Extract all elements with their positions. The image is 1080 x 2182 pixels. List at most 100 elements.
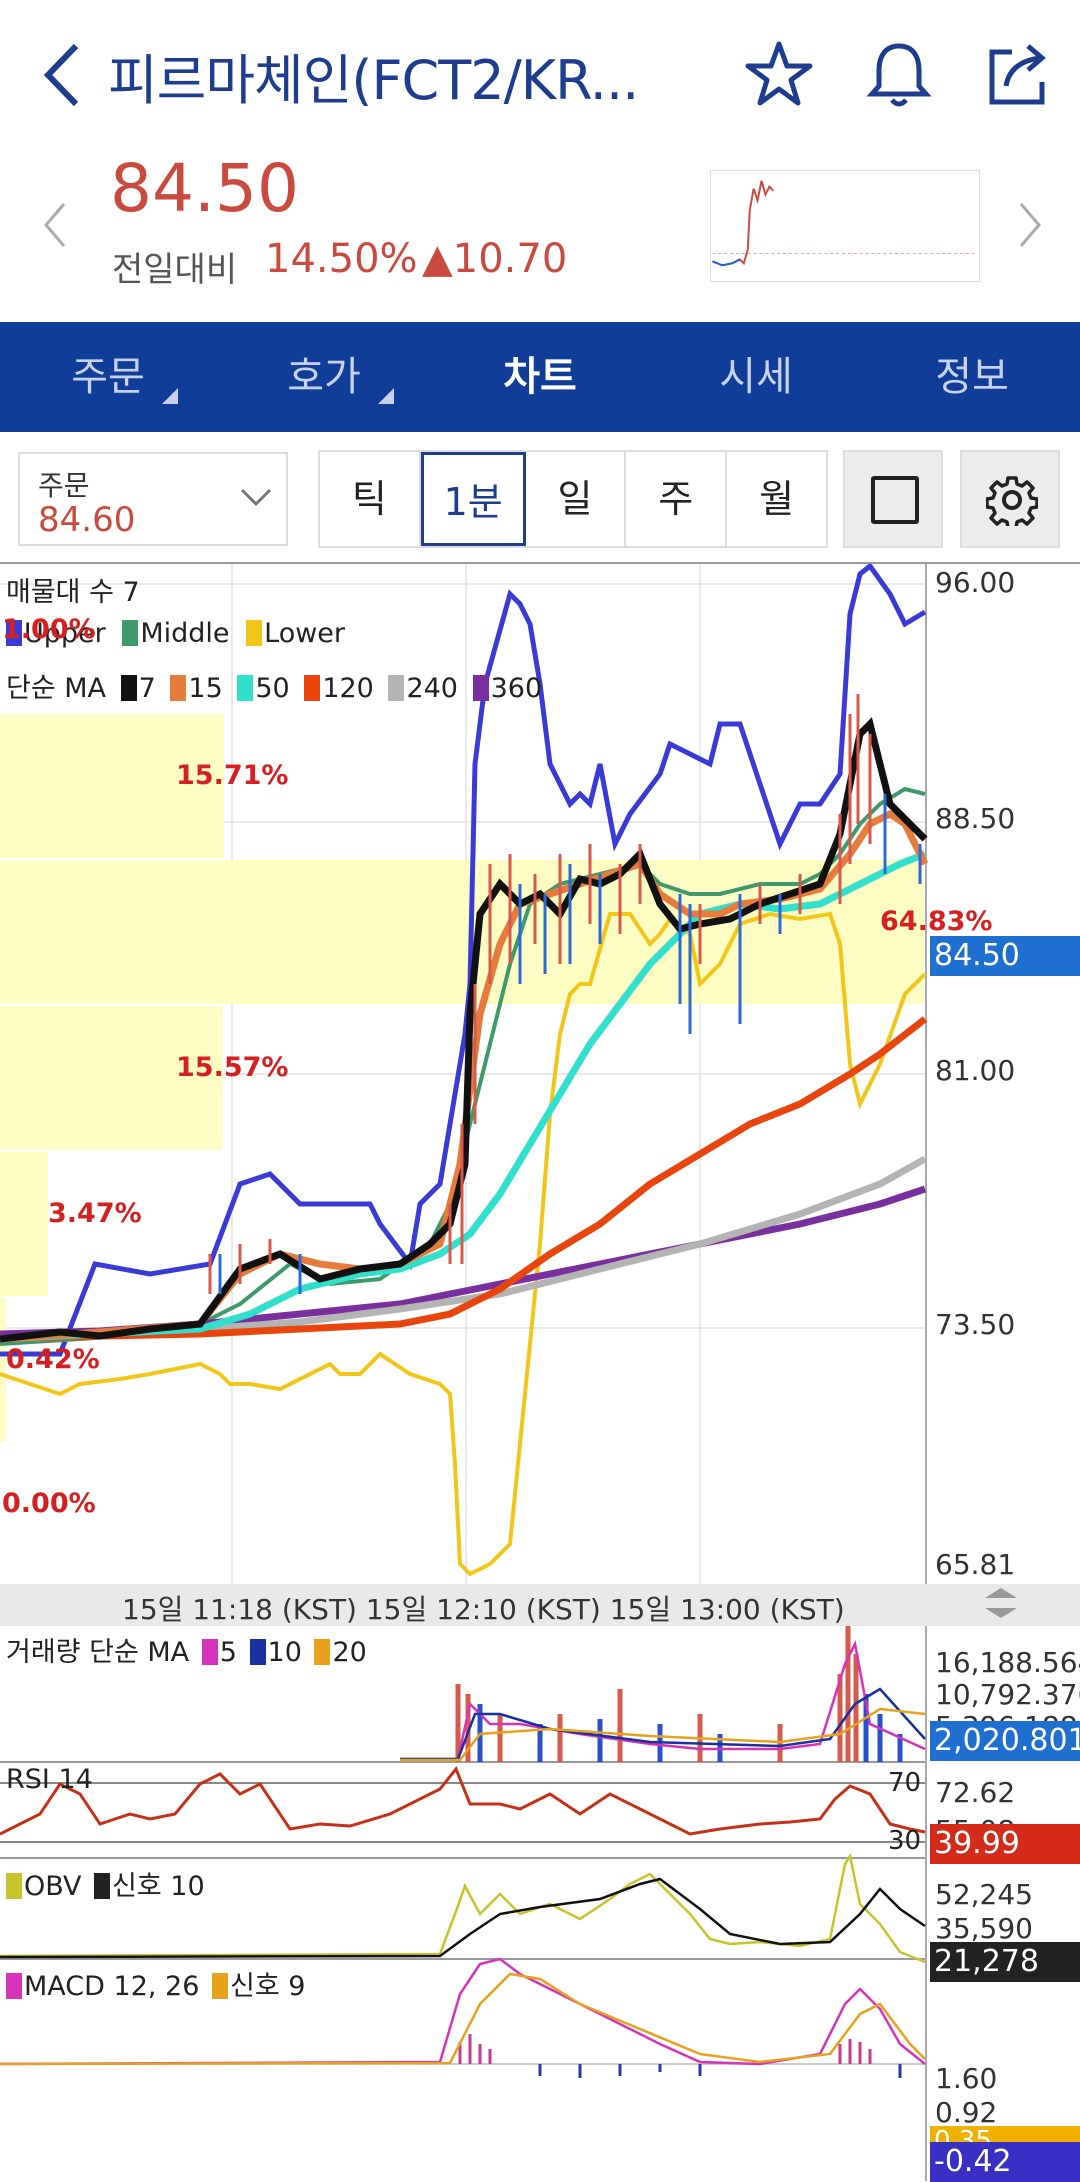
order-select-label: 주문 bbox=[38, 469, 90, 502]
vol-ma20-swatch bbox=[314, 1639, 331, 1665]
middle-swatch bbox=[122, 620, 139, 646]
volume-profile-legend: 매물대 수 7 bbox=[6, 577, 140, 608]
tab-quotes[interactable]: 시세 bbox=[719, 354, 793, 400]
vol-ma10-label: 10 bbox=[267, 1637, 302, 1668]
bb-upper-line bbox=[0, 564, 927, 1357]
y-tick: 52,245 bbox=[935, 1878, 1033, 1911]
period-day[interactable]: 일 bbox=[526, 452, 627, 546]
chart-canvas[interactable] bbox=[0, 564, 1080, 2181]
chevron-left-icon[interactable] bbox=[28, 38, 102, 112]
vol-ma10-swatch bbox=[249, 1639, 266, 1665]
next-item-icon[interactable] bbox=[1015, 200, 1045, 250]
y-tick: 65.81 bbox=[935, 1548, 1016, 1581]
change-amount: ▲10.70 bbox=[422, 236, 568, 282]
rsi-level-low: 30 bbox=[888, 1826, 922, 1856]
ma-legend-title: 단순 MA bbox=[6, 673, 107, 704]
y-tick: 72.62 bbox=[935, 1776, 1016, 1809]
page-title: 피르마체인(FCT2/KR... bbox=[108, 49, 639, 112]
y-tick: 1.60 bbox=[935, 2062, 998, 2095]
profile-pct: 15.71% bbox=[176, 760, 289, 791]
tab-chart[interactable]: 차트 bbox=[503, 354, 577, 400]
volume-bars bbox=[455, 1626, 859, 1762]
y-tick: 35,590 bbox=[935, 1912, 1033, 1945]
ma7-label: 7 bbox=[138, 673, 156, 704]
volume-profile bbox=[0, 714, 924, 1442]
current-price-tag: 84.50 bbox=[930, 936, 1080, 976]
macd-legend: MACD 12, 26 신호 9 bbox=[6, 1964, 305, 2003]
ma120-label: 120 bbox=[322, 673, 374, 704]
profile-pct: 64.83% bbox=[880, 906, 993, 937]
obv-swatch bbox=[6, 1873, 22, 1899]
share-icon[interactable] bbox=[982, 38, 1056, 112]
ma-legend: 단순 MA 7 15 50 120 240 360 bbox=[6, 666, 542, 705]
bb-lower-line bbox=[0, 911, 927, 1577]
y-tick: 0.92 bbox=[935, 2096, 998, 2129]
y-tick: 81.00 bbox=[935, 1054, 1016, 1087]
obv-legend: OBV 신호 10 bbox=[6, 1864, 205, 1903]
tab-orderbook[interactable]: 호가 bbox=[216, 322, 432, 432]
change-label: 전일대비 bbox=[112, 250, 238, 290]
rsi-level-high: 70 bbox=[888, 1768, 922, 1798]
header-bar: 피르마체인(FCT2/KR... bbox=[0, 0, 1080, 150]
y-tick: 96.00 bbox=[935, 566, 1016, 599]
y-tick: 16,188.564 bbox=[935, 1646, 1080, 1679]
ma15-swatch bbox=[170, 675, 187, 701]
ma360-swatch bbox=[472, 675, 489, 701]
tab-info[interactable]: 정보 bbox=[935, 354, 1009, 400]
period-selector: 틱 1분 일 주 월 bbox=[318, 450, 828, 548]
period-tick[interactable]: 틱 bbox=[320, 452, 421, 546]
profile-pct: 0.42% bbox=[6, 1344, 100, 1375]
current-price: 84.50 bbox=[110, 150, 299, 227]
settings-button[interactable] bbox=[960, 450, 1060, 548]
macd-signal-swatch bbox=[212, 1973, 228, 1999]
chart-toolbar: 주문 84.60 틱 1분 일 주 월 bbox=[0, 432, 1080, 562]
bell-icon[interactable] bbox=[862, 38, 936, 112]
macd-signal-label: 신호 9 bbox=[230, 1971, 306, 2002]
y-tick: 10,792.376 bbox=[935, 1678, 1080, 1711]
ma-120-line bbox=[0, 1016, 928, 1343]
change-percent: 14.50% bbox=[265, 236, 418, 282]
rsi-legend: RSI 14 bbox=[6, 1764, 93, 1795]
profile-pct: 15.57% bbox=[176, 1052, 289, 1083]
y-tick: 88.50 bbox=[935, 802, 1016, 835]
ma7-swatch bbox=[120, 675, 137, 701]
chevron-down-icon bbox=[240, 488, 272, 507]
fullscreen-button[interactable] bbox=[843, 450, 943, 548]
ma240-swatch bbox=[388, 675, 405, 701]
order-price-select[interactable]: 주문 84.60 bbox=[18, 452, 288, 546]
y-tick: 73.50 bbox=[935, 1308, 1016, 1341]
mini-price-chart[interactable] bbox=[710, 170, 980, 282]
macd-label: MACD 12, 26 bbox=[24, 1971, 200, 2002]
profile-pct: 1.00% bbox=[2, 614, 96, 645]
obv-signal-swatch bbox=[94, 1873, 111, 1899]
ma50-label: 50 bbox=[255, 673, 290, 704]
star-icon[interactable] bbox=[742, 38, 816, 112]
time-axis-labels: 15일 11:18 (KST) 15일 12:10 (KST) 15일 13:0… bbox=[122, 1593, 845, 1626]
obv-signal-line bbox=[0, 1877, 926, 1959]
ma120-swatch bbox=[304, 675, 321, 701]
middle-label: Middle bbox=[140, 618, 230, 649]
lower-swatch bbox=[246, 620, 263, 646]
macd-swatch bbox=[6, 1973, 22, 1999]
prev-item-icon[interactable] bbox=[40, 200, 70, 250]
upper-label: Upper bbox=[24, 618, 106, 649]
price-summary: 84.50 전일대비 14.50% ▲10.70 bbox=[0, 150, 1080, 322]
volume-current-tag: 2,020.801 bbox=[930, 1721, 1080, 1761]
bollinger-legend: Upper Middle Lower bbox=[6, 618, 345, 649]
upper-swatch bbox=[6, 620, 22, 646]
period-1min[interactable]: 1분 bbox=[420, 452, 526, 546]
obv-line bbox=[0, 1852, 926, 1964]
ma-50-line bbox=[0, 850, 927, 1343]
period-week[interactable]: 주 bbox=[626, 452, 728, 546]
tab-order[interactable]: 주문 bbox=[0, 322, 216, 432]
chart-area[interactable]: 매물대 수 7 Upper Middle Lower 단순 MA 7 15 50… bbox=[0, 562, 1080, 2182]
profile-pct: 0.00% bbox=[2, 1488, 96, 1519]
main-tabs: 주문 호가 차트 시세 정보 bbox=[0, 322, 1080, 432]
lower-label: Lower bbox=[264, 618, 346, 649]
obv-label: OBV bbox=[24, 1871, 82, 1902]
vol-ma5-swatch bbox=[201, 1639, 218, 1665]
vol-ma20-label: 20 bbox=[332, 1637, 367, 1668]
period-month[interactable]: 월 bbox=[759, 477, 795, 521]
ma240-label: 240 bbox=[406, 673, 458, 704]
candles bbox=[208, 694, 872, 1294]
